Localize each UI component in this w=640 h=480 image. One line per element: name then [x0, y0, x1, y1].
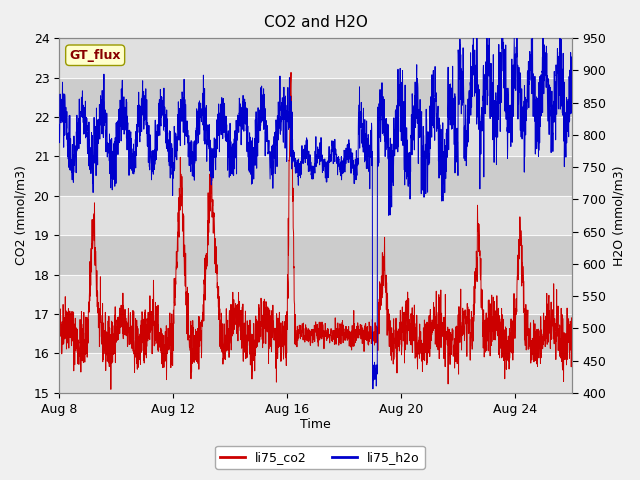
Legend: li75_co2, li75_h2o: li75_co2, li75_h2o: [215, 446, 425, 469]
Bar: [59, 78, 572, 117]
Bar: [59, 314, 572, 353]
Bar: [59, 353, 572, 393]
Y-axis label: H2O (mmol/m3): H2O (mmol/m3): [612, 165, 625, 266]
Bar: [59, 235, 572, 275]
Bar: [59, 38, 572, 78]
Bar: [59, 117, 572, 156]
Text: GT_flux: GT_flux: [69, 49, 121, 62]
Bar: [59, 275, 572, 314]
Title: CO2 and H2O: CO2 and H2O: [264, 15, 367, 30]
Bar: [59, 196, 572, 235]
Bar: [59, 156, 572, 196]
Y-axis label: CO2 (mmol/m3): CO2 (mmol/m3): [15, 166, 28, 265]
X-axis label: Time: Time: [300, 419, 331, 432]
